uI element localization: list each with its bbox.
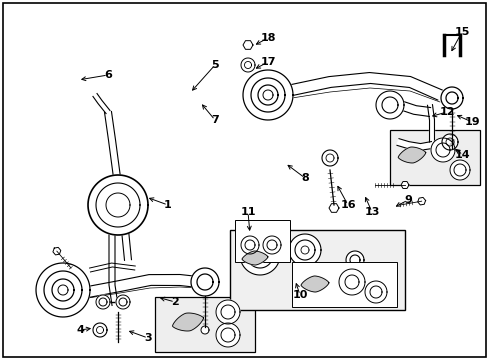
Polygon shape — [243, 70, 292, 120]
Polygon shape — [321, 150, 337, 166]
Polygon shape — [109, 235, 118, 305]
Polygon shape — [244, 62, 251, 68]
Polygon shape — [241, 236, 259, 254]
Polygon shape — [88, 175, 148, 235]
Polygon shape — [93, 94, 110, 113]
Polygon shape — [243, 41, 252, 49]
Polygon shape — [288, 234, 320, 266]
Polygon shape — [453, 164, 465, 176]
Text: 10: 10 — [292, 290, 307, 300]
Text: 5: 5 — [211, 60, 218, 70]
Polygon shape — [96, 327, 103, 333]
Polygon shape — [417, 197, 425, 205]
Polygon shape — [36, 263, 90, 317]
Polygon shape — [258, 85, 278, 105]
Polygon shape — [369, 286, 381, 298]
Polygon shape — [240, 235, 280, 275]
Bar — [155, 297, 254, 352]
Text: 13: 13 — [364, 207, 379, 217]
Polygon shape — [266, 240, 276, 250]
Polygon shape — [221, 305, 235, 319]
Text: 18: 18 — [260, 33, 275, 43]
Polygon shape — [104, 112, 131, 260]
Polygon shape — [328, 204, 338, 212]
Polygon shape — [201, 326, 208, 334]
Polygon shape — [449, 160, 469, 180]
Bar — [229, 230, 404, 310]
Polygon shape — [216, 323, 240, 347]
Polygon shape — [294, 240, 314, 260]
Polygon shape — [364, 281, 386, 303]
Text: 7: 7 — [211, 115, 219, 125]
Polygon shape — [440, 87, 462, 109]
Polygon shape — [242, 251, 267, 265]
Polygon shape — [430, 138, 454, 162]
Text: 8: 8 — [301, 173, 308, 183]
Bar — [389, 130, 479, 185]
Text: 6: 6 — [104, 70, 112, 80]
Text: 16: 16 — [340, 200, 355, 210]
Text: 3: 3 — [144, 333, 151, 343]
Polygon shape — [263, 236, 281, 254]
Text: 14: 14 — [454, 150, 470, 160]
Text: 2: 2 — [171, 297, 179, 307]
Polygon shape — [99, 298, 107, 306]
Polygon shape — [301, 246, 308, 254]
Polygon shape — [244, 240, 254, 250]
Polygon shape — [89, 263, 135, 272]
Text: 12: 12 — [438, 107, 454, 117]
Polygon shape — [250, 78, 285, 112]
Text: 15: 15 — [453, 27, 469, 37]
Polygon shape — [221, 328, 235, 342]
Bar — [291, 262, 396, 307]
Polygon shape — [216, 300, 240, 324]
Polygon shape — [52, 279, 74, 301]
Polygon shape — [445, 138, 453, 146]
Polygon shape — [387, 96, 430, 117]
Polygon shape — [119, 298, 127, 306]
Text: 4: 4 — [76, 325, 84, 335]
Polygon shape — [441, 134, 457, 150]
Polygon shape — [116, 295, 130, 309]
Polygon shape — [172, 313, 203, 331]
Polygon shape — [96, 295, 110, 309]
Polygon shape — [44, 271, 82, 309]
Polygon shape — [197, 274, 213, 290]
Polygon shape — [96, 183, 140, 227]
Polygon shape — [445, 92, 457, 104]
Polygon shape — [241, 58, 254, 72]
Polygon shape — [246, 242, 272, 268]
Polygon shape — [58, 285, 68, 295]
Polygon shape — [106, 193, 130, 217]
Polygon shape — [346, 251, 363, 269]
Text: 19: 19 — [463, 117, 479, 127]
Polygon shape — [263, 90, 272, 100]
Polygon shape — [381, 97, 397, 113]
Polygon shape — [375, 91, 403, 119]
Bar — [235, 220, 289, 262]
Polygon shape — [301, 276, 328, 292]
Polygon shape — [53, 247, 61, 255]
Text: 9: 9 — [403, 195, 411, 205]
Polygon shape — [325, 154, 333, 162]
Polygon shape — [290, 72, 441, 100]
Polygon shape — [93, 323, 107, 337]
Polygon shape — [397, 147, 425, 163]
Text: 1: 1 — [164, 200, 171, 210]
Polygon shape — [349, 255, 359, 265]
Polygon shape — [252, 248, 266, 262]
Polygon shape — [191, 268, 219, 296]
Polygon shape — [256, 251, 264, 259]
Polygon shape — [87, 274, 198, 297]
Polygon shape — [400, 181, 408, 189]
Polygon shape — [427, 105, 434, 142]
Polygon shape — [396, 139, 432, 150]
Text: 11: 11 — [240, 207, 255, 217]
Polygon shape — [435, 143, 449, 157]
Polygon shape — [338, 269, 364, 295]
Text: 17: 17 — [260, 57, 275, 67]
Polygon shape — [345, 275, 358, 289]
